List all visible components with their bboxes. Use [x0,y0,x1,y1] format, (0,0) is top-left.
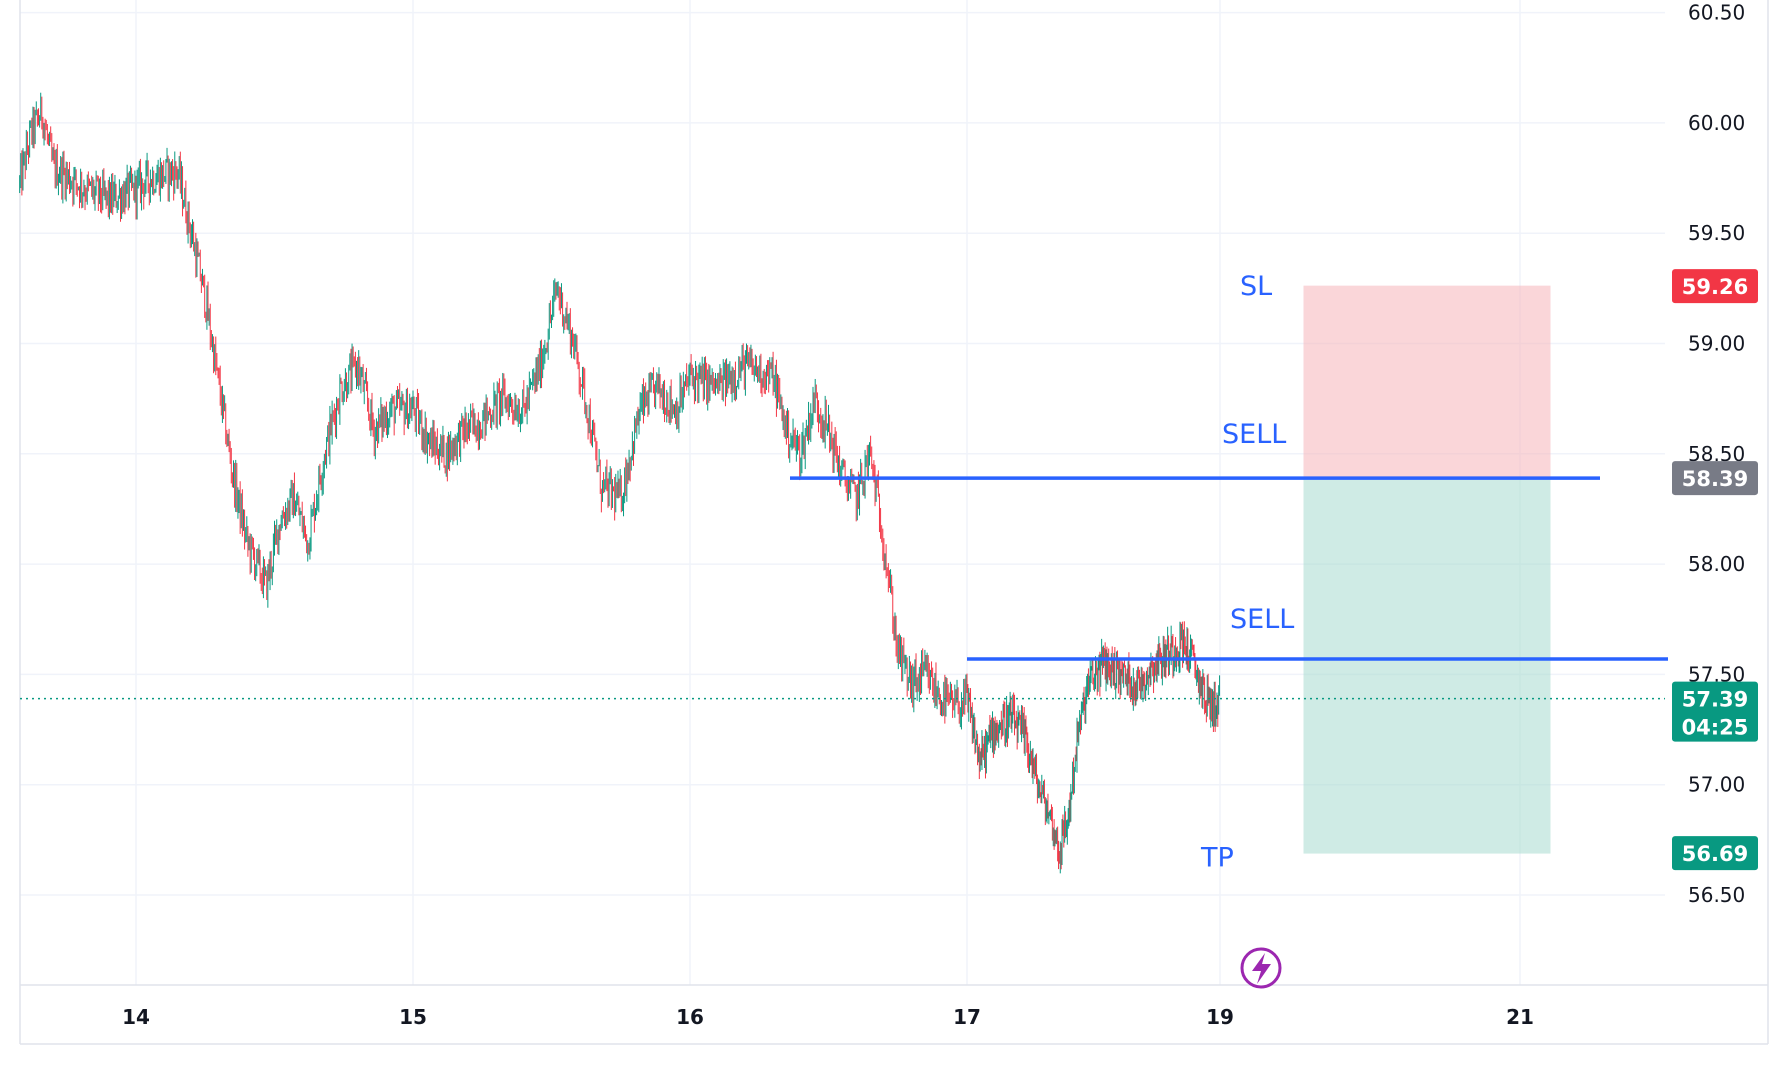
annotation-tp[interactable]: TP [1200,842,1234,873]
time-axis[interactable]: 14 15 16 17 19 21 [122,1005,1534,1029]
price-tick-label: 60.00 [1688,111,1745,135]
date-tick-label: 15 [399,1005,427,1029]
annotation-sell[interactable]: SELL [1230,604,1294,635]
date-tick-label: 21 [1506,1005,1534,1029]
price-tick-label: 58.00 [1688,552,1745,576]
grid [19,0,1769,1045]
price-tag-text: 59.26 [1682,275,1748,299]
price-tick-label: 56.50 [1688,883,1745,907]
position-tool[interactable] [1303,285,1551,854]
date-tick-label: 16 [676,1005,704,1029]
price-tag [1672,836,1758,871]
horizontal-lines[interactable] [790,476,1668,661]
price-tag [1672,461,1758,496]
price-tick-label: 57.00 [1688,773,1745,797]
annotation-sell[interactable]: SELL [1222,419,1286,450]
stop-loss-zone[interactable] [1303,285,1551,479]
annotation-sl[interactable]: SL [1240,271,1272,302]
price-tick-label: 60.50 [1688,1,1745,25]
date-tick-label: 19 [1206,1005,1234,1029]
countdown-text: 04:25 [1682,716,1749,740]
candlestick-series [19,92,1665,874]
current-price-text: 57.39 [1682,688,1748,712]
take-profit-zone[interactable] [1303,477,1551,854]
date-tick-label: 14 [122,1005,150,1029]
price-tag-text: 56.69 [1682,842,1748,866]
price-tag-text: 58.39 [1682,467,1748,491]
price-axis[interactable]: 60.5060.0059.5059.0058.5058.0057.5057.00… [1688,1,1745,907]
text-annotations[interactable]: SL SELL SELL TP [1200,271,1294,873]
current-price-tag [1672,681,1758,742]
price-tick-label: 59.00 [1688,332,1745,356]
date-tick-label: 17 [953,1005,981,1029]
lightning-icon[interactable] [1240,947,1282,989]
price-tag [1672,269,1758,304]
price-tags: 59.26 58.39 56.69 57.39 04:25 [1672,269,1758,871]
price-tick-label: 59.50 [1688,221,1745,245]
